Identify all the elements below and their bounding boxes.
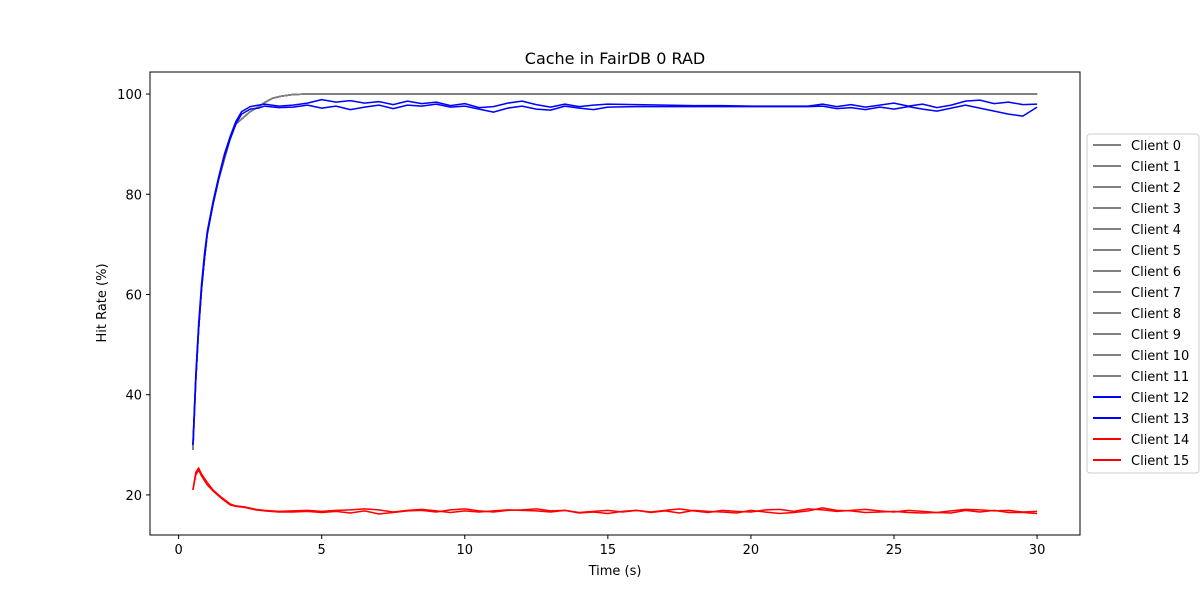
series-line-client-5 xyxy=(192,93,1038,450)
series-line-client-2 xyxy=(192,93,1038,450)
x-axis: 0 5 10 15 20 25 30 xyxy=(174,535,1045,558)
x-tick-label: 25 xyxy=(886,543,903,558)
x-tick-label: 5 xyxy=(318,543,326,558)
y-axis-label: Hit Rate (%) xyxy=(95,263,110,342)
series-line-client-3 xyxy=(192,93,1038,450)
x-tick-label: 20 xyxy=(743,543,760,558)
legend-label: Client 8 xyxy=(1131,307,1181,322)
x-tick-label: 30 xyxy=(1029,543,1046,558)
legend-label: Client 9 xyxy=(1131,328,1181,343)
legend-label: Client 11 xyxy=(1131,370,1189,385)
y-tick-label: 20 xyxy=(125,489,142,504)
series-line-client-0 xyxy=(192,93,1038,450)
y-tick-label: 60 xyxy=(125,288,142,303)
legend: Client 0 Client 1 Client 2 Client 3 Client 4… xyxy=(1086,133,1200,474)
legend-label: Client 14 xyxy=(1131,433,1189,448)
y-axis: 20 40 60 80 100 xyxy=(117,88,150,504)
series-line-client-15 xyxy=(192,469,1038,515)
series-line-client-13 xyxy=(192,103,1038,445)
series-line-client-4 xyxy=(192,93,1038,450)
legend-label: Client 0 xyxy=(1131,139,1181,154)
legend-label: Client 10 xyxy=(1131,349,1189,364)
series-line-client-10 xyxy=(192,93,1038,450)
y-tick-label: 80 xyxy=(125,188,142,203)
series-line-client-1 xyxy=(192,93,1038,450)
series-line-client-7 xyxy=(192,93,1038,450)
legend-label: Client 4 xyxy=(1131,223,1181,238)
y-tick-label: 100 xyxy=(117,88,142,103)
legend-label: Client 2 xyxy=(1131,181,1181,196)
x-axis-label: Time (s) xyxy=(588,564,642,579)
plot-frame xyxy=(149,71,1081,536)
legend-label: Client 15 xyxy=(1131,454,1189,469)
series-line-client-11 xyxy=(192,93,1038,450)
series-line-client-14 xyxy=(192,467,1038,514)
legend-box xyxy=(1086,133,1200,474)
legend-label: Client 3 xyxy=(1131,202,1181,217)
x-tick-label: 0 xyxy=(174,543,182,558)
chart-title: Cache in FairDB 0 RAD xyxy=(525,49,705,68)
series-line-client-9 xyxy=(192,93,1038,450)
series-line-client-12 xyxy=(192,98,1038,445)
legend-label: Client 1 xyxy=(1131,160,1181,175)
legend-label: Client 13 xyxy=(1131,412,1189,427)
plot-lines xyxy=(192,93,1038,515)
legend-label: Client 7 xyxy=(1131,286,1181,301)
x-tick-label: 10 xyxy=(456,543,473,558)
legend-label: Client 12 xyxy=(1131,391,1189,406)
legend-label: Client 6 xyxy=(1131,265,1181,280)
series-line-client-6 xyxy=(192,93,1038,450)
legend-label: Client 5 xyxy=(1131,244,1181,259)
x-tick-label: 15 xyxy=(600,543,617,558)
y-tick-label: 40 xyxy=(125,389,142,404)
series-line-client-8 xyxy=(192,93,1038,450)
